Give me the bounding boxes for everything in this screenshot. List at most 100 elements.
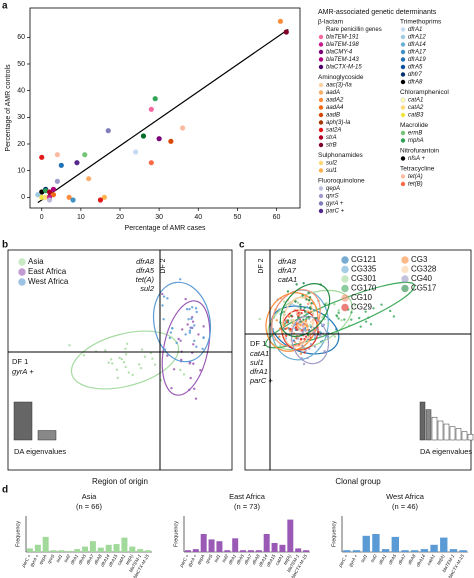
x-tick-label: dfrA5 [235, 553, 245, 565]
df1-gene: dfrA1 [250, 367, 268, 376]
x-tick-label: sul2 [63, 553, 72, 563]
legend-label: sat2A [326, 128, 341, 134]
bar [200, 534, 207, 552]
point [309, 342, 313, 346]
x-tick-label: sul1 [55, 553, 64, 563]
point [181, 328, 184, 331]
point [131, 373, 134, 377]
point [364, 310, 367, 313]
legend-group: Tetracycline [400, 166, 435, 173]
point [105, 128, 111, 134]
point [306, 356, 309, 360]
point [190, 317, 193, 321]
x-tick-label: sul1 [360, 553, 369, 563]
x-tick-label: gyrA + [187, 553, 198, 567]
legend-swatch [318, 49, 324, 55]
point [319, 334, 322, 338]
df1-gene: parC + [249, 376, 273, 385]
x-tick-label: catA1 [426, 553, 436, 566]
legend-swatch [400, 27, 406, 32]
point [286, 290, 290, 293]
point [171, 327, 174, 330]
bar [105, 544, 112, 552]
bar [440, 537, 448, 552]
point [296, 301, 300, 304]
x-tick-label: dfrA7 [243, 553, 253, 565]
legend-swatch [401, 256, 409, 264]
point [162, 295, 166, 298]
point [186, 323, 189, 326]
y-axis-label: Frequency [15, 521, 21, 547]
legend-label: aph(3)-Ia [326, 120, 351, 126]
legend-label: dfrA17 [408, 50, 426, 56]
legend-swatch [318, 97, 324, 103]
point [309, 310, 312, 313]
legend-label: dhfr7 [408, 72, 422, 78]
legend-swatch [401, 265, 409, 274]
point [101, 194, 107, 200]
df2-gene: sul2 [140, 284, 155, 293]
df2-gene: dfrA7 [278, 266, 297, 275]
point [301, 330, 305, 334]
point [309, 320, 313, 323]
point [82, 152, 88, 158]
point [190, 306, 194, 309]
point [285, 334, 288, 338]
point [279, 344, 282, 347]
point [109, 358, 113, 361]
y-axis-label: Percentage of AMR controls [5, 64, 12, 152]
point [305, 325, 309, 328]
point [168, 336, 172, 340]
legend-label: CG335 [351, 265, 377, 274]
point [139, 366, 143, 370]
bar [137, 549, 144, 552]
point [184, 333, 187, 336]
bar [224, 550, 231, 552]
point [192, 362, 195, 365]
chart-subtitle: (n = 73) [234, 502, 261, 511]
bar [381, 549, 390, 552]
x-tick-label: gyrA + [29, 553, 40, 567]
bar [121, 537, 128, 552]
legend-label: blaCTX-M-15 [326, 65, 362, 71]
legend-label: nfsA + [408, 156, 425, 162]
x-tick-label: dfrA15 [107, 553, 118, 567]
point [283, 29, 289, 35]
eigen-bar [419, 401, 426, 441]
point [152, 96, 158, 102]
point [353, 304, 357, 307]
legend-label: qnrS [326, 194, 339, 200]
point [337, 317, 340, 320]
point [299, 320, 302, 323]
point [39, 189, 45, 195]
point [299, 337, 303, 341]
x-tick-label: dfrA7 [85, 553, 95, 565]
point [70, 197, 76, 203]
point [140, 133, 147, 139]
legend-label: sul1 [326, 168, 337, 174]
legend-swatch [401, 275, 409, 283]
legend-label: CG40 [411, 274, 432, 283]
point [286, 319, 290, 322]
legend-swatch [318, 57, 324, 62]
bar [184, 550, 191, 552]
legend-swatch [400, 79, 406, 85]
x-tick-label: 60 [273, 214, 281, 221]
legend-label: CG10 [351, 293, 372, 302]
point [350, 318, 353, 321]
point [302, 281, 305, 285]
point [104, 349, 107, 352]
legend-label: CG328 [411, 265, 437, 274]
point [287, 314, 290, 318]
point [323, 303, 327, 306]
point [301, 348, 305, 351]
point [143, 355, 147, 358]
point [392, 315, 396, 318]
point [199, 369, 202, 372]
bar [255, 550, 262, 552]
legend-swatch [341, 284, 349, 293]
point [304, 335, 308, 338]
legend-swatch [400, 49, 406, 55]
point [295, 328, 299, 331]
